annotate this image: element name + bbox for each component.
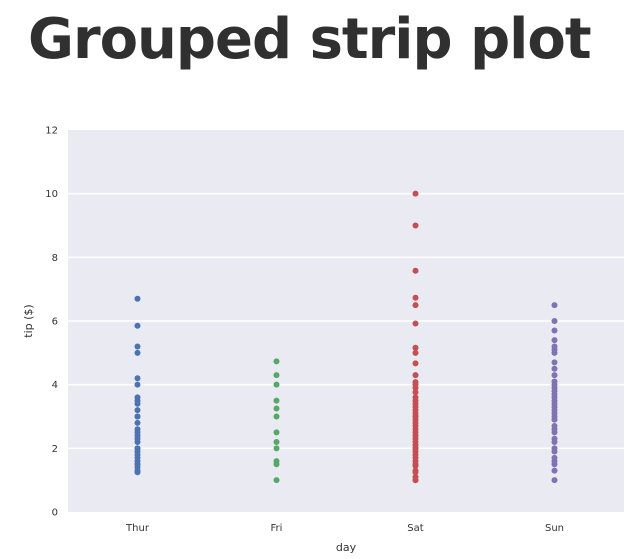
- data-point-sun: [551, 416, 558, 423]
- y-axis-label: tip ($): [22, 304, 35, 337]
- y-tick-labels: 0 2 4 6 8 10 12: [45, 126, 58, 519]
- y-tick-label: 4: [52, 380, 58, 391]
- y-tick-label: 8: [52, 253, 58, 264]
- data-point-sat: [412, 320, 419, 327]
- data-point-fri: [273, 445, 280, 452]
- data-point-sun: [551, 477, 558, 484]
- data-point-thur: [134, 375, 141, 382]
- data-point-sat: [412, 389, 419, 396]
- slide-title: Grouped strip plot: [28, 7, 592, 72]
- data-point-fri: [273, 381, 280, 388]
- data-point-sun: [551, 365, 558, 372]
- data-point-thur: [134, 322, 141, 329]
- data-point-thur: [134, 413, 141, 420]
- data-point-thur: [134, 400, 141, 407]
- data-point-sun: [551, 438, 558, 445]
- data-point-fri: [273, 461, 280, 468]
- data-point-fri: [273, 405, 280, 412]
- data-point-fri: [273, 477, 280, 484]
- data-point-sat: [412, 462, 419, 469]
- data-point-sun: [551, 359, 558, 366]
- data-point-thur: [134, 438, 141, 445]
- data-point-fri: [273, 438, 280, 445]
- data-point-sun: [551, 448, 558, 455]
- data-point-sat: [412, 469, 419, 476]
- data-point-fri: [273, 397, 280, 404]
- x-axis-label: day: [336, 541, 357, 554]
- data-point-sat: [412, 360, 419, 367]
- data-point-thur: [134, 381, 141, 388]
- data-point-sat: [412, 477, 419, 484]
- data-points: [134, 190, 558, 484]
- gridlines: [68, 192, 624, 450]
- x-tick-label: Sat: [407, 523, 423, 534]
- y-tick-label: 6: [52, 317, 58, 328]
- data-point-sun: [551, 372, 558, 379]
- data-point-fri: [273, 413, 280, 420]
- data-point-sun: [551, 327, 558, 334]
- data-point-fri: [273, 372, 280, 379]
- data-point-sun: [551, 318, 558, 324]
- data-point-thur: [134, 349, 141, 356]
- data-point-sat: [412, 222, 419, 229]
- data-point-thur: [134, 469, 141, 476]
- data-point-sat: [412, 372, 419, 379]
- data-point-thur: [134, 407, 141, 414]
- data-point-fri: [273, 358, 280, 365]
- data-point-sun: [551, 302, 558, 309]
- y-tick-label: 2: [52, 444, 58, 455]
- data-point-thur: [134, 419, 141, 426]
- data-point-sat: [412, 349, 419, 356]
- data-point-sun: [551, 429, 558, 436]
- x-tick-label: Sun: [545, 523, 564, 534]
- data-point-fri: [273, 429, 280, 436]
- data-point-sat: [412, 344, 419, 351]
- data-point-sat: [412, 294, 419, 301]
- y-tick-label: 0: [52, 508, 58, 519]
- x-tick-label: Thur: [125, 523, 150, 534]
- y-tick-label: 10: [45, 189, 58, 200]
- data-point-thur: [134, 343, 141, 350]
- y-tick-label: 12: [45, 126, 58, 137]
- data-point-thur: [134, 295, 141, 302]
- data-point-sat: [412, 267, 419, 274]
- data-point-sat: [412, 384, 419, 391]
- data-point-sun: [551, 337, 558, 344]
- x-tick-labels: Thur Fri Sat Sun: [125, 523, 564, 534]
- data-point-sat: [412, 190, 419, 197]
- data-point-sun: [551, 467, 558, 474]
- data-point-sun: [551, 461, 558, 468]
- data-point-sat: [412, 302, 419, 309]
- data-point-sun: [551, 349, 558, 356]
- x-tick-label: Fri: [271, 523, 283, 534]
